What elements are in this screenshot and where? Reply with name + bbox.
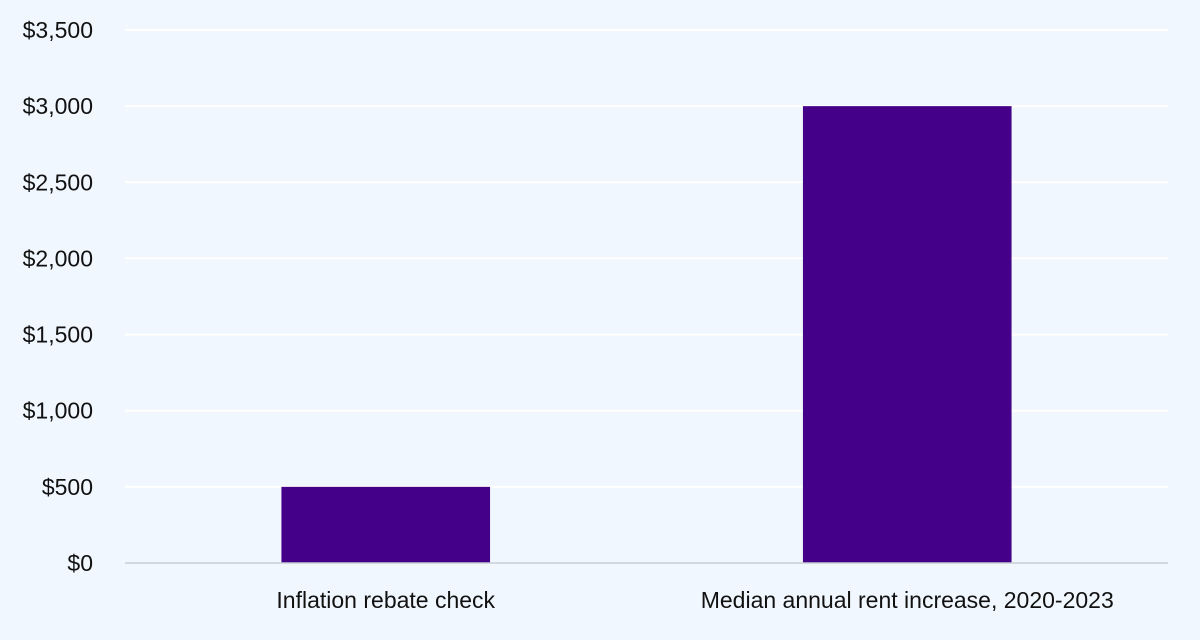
y-tick-label: $0	[67, 550, 93, 576]
y-tick-label: $3,500	[23, 17, 93, 43]
y-tick-label: $1,500	[23, 322, 93, 348]
y-tick-label: $2,500	[23, 169, 93, 195]
bar	[281, 486, 491, 563]
y-tick-label: $2,000	[23, 245, 93, 271]
bars	[281, 106, 1012, 564]
y-tick-label: $1,000	[23, 398, 93, 424]
gridlines	[125, 29, 1168, 488]
x-category-label: Inflation rebate check	[276, 587, 495, 613]
y-axis-tick-labels: $0 $500 $1,000 $1,500 $2,000 $2,500 $3,000 $3,5…	[23, 17, 93, 576]
y-tick-label: $500	[42, 474, 93, 500]
x-axis-category-labels: Inflation rebate check Median annual rent…	[276, 587, 1113, 613]
x-category-label: Median annual rent increase, 2020-2023	[701, 587, 1114, 613]
y-tick-label: $3,000	[23, 93, 93, 119]
bar	[802, 106, 1012, 564]
